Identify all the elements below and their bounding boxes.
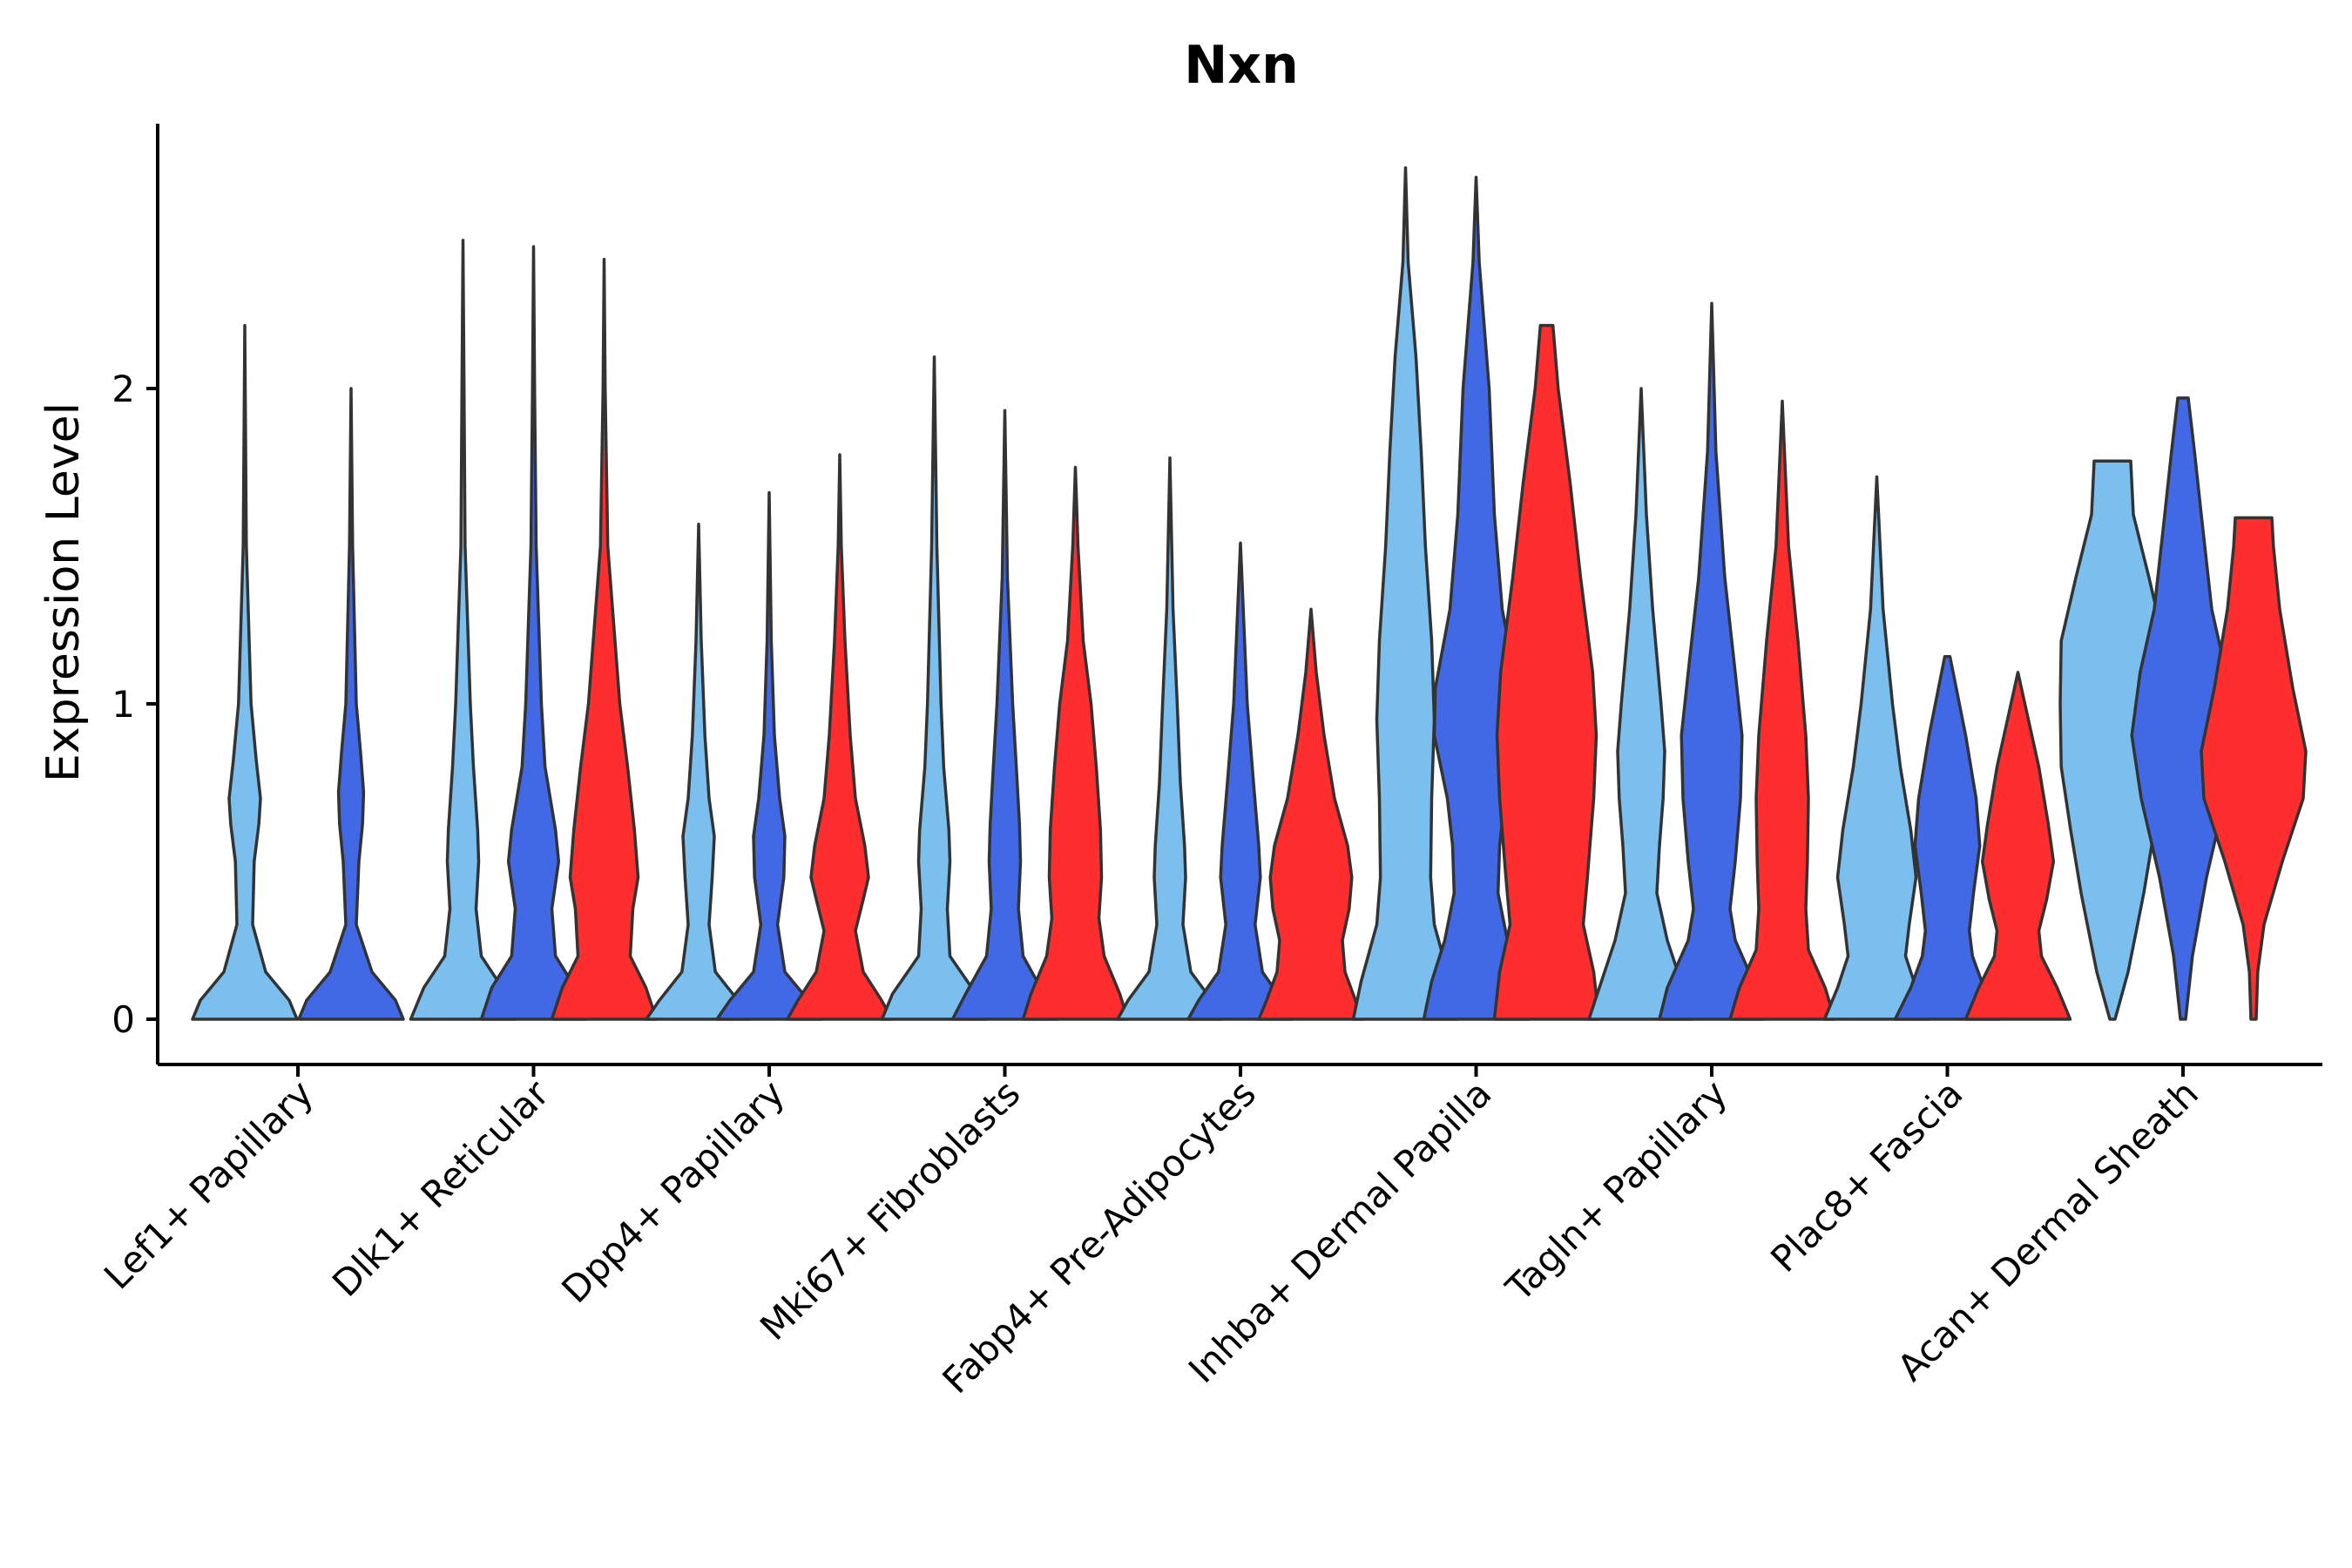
x-tick-label: Tagln+ Papillary xyxy=(1497,1071,1735,1309)
violin-mki67-fibroblasts-1 xyxy=(880,355,989,1021)
violin-dlk1-reticular-3 xyxy=(550,257,659,1021)
x-tick-label: Lef1+ Papillary xyxy=(96,1071,321,1297)
violin-fabp4-pre-adipocytes-2 xyxy=(1186,541,1294,1021)
violin-lef1-papillary-1 xyxy=(191,323,299,1021)
violin-inhba-dermal-papilla-1 xyxy=(1351,166,1460,1021)
violin-fabp4-pre-adipocytes-1 xyxy=(1116,456,1224,1021)
x-tick-label: Dlk1+ Reticular xyxy=(324,1071,558,1305)
violin-tagln-papillary-2 xyxy=(1658,301,1766,1021)
violin-lef1-papillary-2 xyxy=(297,387,405,1021)
violin-mki67-fibroblasts-2 xyxy=(950,409,1059,1021)
x-tick-label: Plac8+ Fascia xyxy=(1762,1071,1970,1280)
violin-dpp4-papillary-2 xyxy=(715,490,823,1021)
x-tick-label: Dpp4+ Papillary xyxy=(553,1071,793,1311)
violin-fabp4-pre-adipocytes-3 xyxy=(1257,607,1365,1021)
chart-title: Nxn xyxy=(1184,35,1299,96)
x-tick-label: Mki67+ Fibroblasts xyxy=(752,1071,1028,1348)
violin-inhba-dermal-papilla-3 xyxy=(1492,323,1601,1021)
violin-dpp4-papillary-1 xyxy=(645,522,753,1021)
y-axis-label: Expression Level xyxy=(37,402,90,782)
y-tick-label: 2 xyxy=(112,368,135,410)
violin-layer xyxy=(191,166,2308,1021)
violin-acan-dermal-sheath-3 xyxy=(2200,516,2308,1021)
violin-plac8-fascia-2 xyxy=(1893,654,2002,1021)
violin-mki67-fibroblasts-3 xyxy=(1021,465,1130,1021)
violin-plac8-fascia-3 xyxy=(1963,671,2072,1021)
violin-tagln-papillary-1 xyxy=(1587,387,1695,1021)
violin-plac8-fascia-1 xyxy=(1822,475,1931,1021)
violin-dlk1-reticular-2 xyxy=(479,245,588,1021)
y-ticks: 0 1 2 xyxy=(112,368,158,1041)
violin-dlk1-reticular-1 xyxy=(409,239,517,1021)
violin-tagln-papillary-3 xyxy=(1728,399,1836,1021)
y-tick-label: 0 xyxy=(112,998,135,1041)
y-tick-label: 1 xyxy=(112,683,135,726)
violin-dpp4-papillary-3 xyxy=(786,453,894,1021)
